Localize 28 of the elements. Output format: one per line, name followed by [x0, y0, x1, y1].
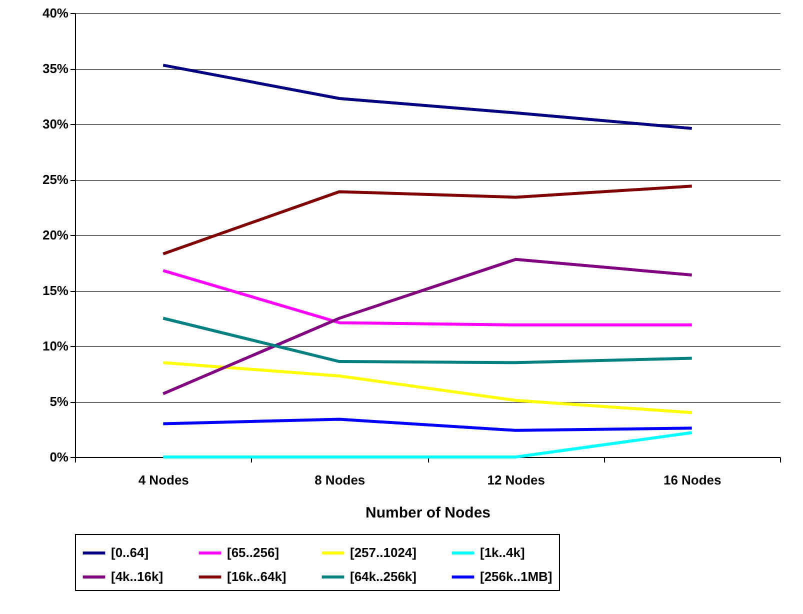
y-tick-label: 35%: [42, 61, 69, 76]
y-tick-label: 10%: [42, 338, 69, 354]
line-series: [162, 418, 694, 432]
y-tick-label: 20%: [42, 228, 69, 242]
line-series: [162, 361, 694, 414]
y-tick-label: 40%: [42, 6, 69, 20]
legend-label: [4k..16k]: [111, 569, 164, 584]
legend-label: [1k..4k]: [480, 545, 525, 560]
x-tick-label: 16 Nodes: [663, 472, 722, 488]
x-tick-label: 8 Nodes: [314, 472, 366, 488]
line-series: [162, 184, 694, 256]
x-tick-label: 12 Nodes: [487, 472, 546, 488]
legend-label: [256k..1MB]: [480, 569, 552, 584]
line-series: [162, 316, 694, 364]
legend-label: [0..64]: [111, 545, 149, 560]
x-tick-label: 4 Nodes: [138, 472, 189, 488]
y-tick-label: 15%: [42, 283, 69, 298]
y-tick-label: 5%: [50, 394, 69, 409]
y-tick-label: 25%: [42, 172, 69, 187]
legend-label: [64k..256k]: [350, 569, 416, 584]
legend-label: [16k..64k]: [227, 569, 286, 584]
x-axis-title: Number of Nodes: [365, 504, 491, 522]
y-tick-label: 0%: [50, 450, 69, 464]
y-tick-label: 30%: [42, 116, 69, 132]
line-series: [162, 258, 694, 396]
line-series: [162, 64, 694, 130]
legend-label: [65..256]: [227, 545, 280, 560]
legend-label: [257..1024]: [350, 545, 416, 560]
